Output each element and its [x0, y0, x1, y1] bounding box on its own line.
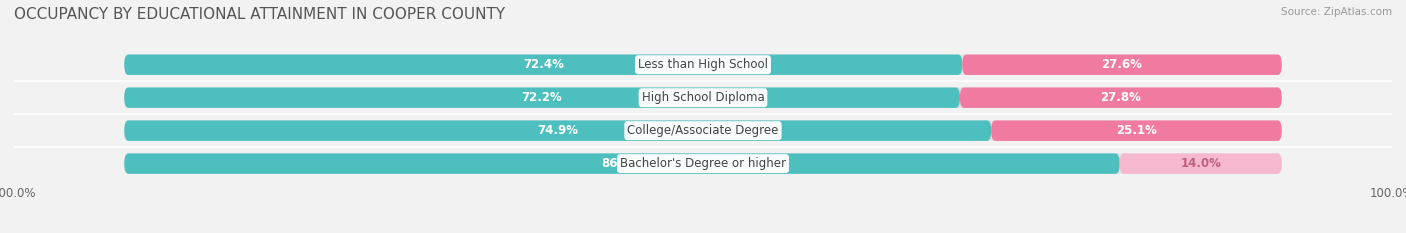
FancyBboxPatch shape [124, 55, 962, 75]
FancyBboxPatch shape [124, 120, 1282, 141]
FancyBboxPatch shape [124, 153, 1119, 174]
Text: 25.1%: 25.1% [1116, 124, 1157, 137]
Text: High School Diploma: High School Diploma [641, 91, 765, 104]
Text: 74.9%: 74.9% [537, 124, 578, 137]
Text: Less than High School: Less than High School [638, 58, 768, 71]
Text: Source: ZipAtlas.com: Source: ZipAtlas.com [1281, 7, 1392, 17]
FancyBboxPatch shape [960, 87, 1282, 108]
FancyBboxPatch shape [124, 55, 1282, 75]
Text: College/Associate Degree: College/Associate Degree [627, 124, 779, 137]
FancyBboxPatch shape [124, 87, 960, 108]
Text: OCCUPANCY BY EDUCATIONAL ATTAINMENT IN COOPER COUNTY: OCCUPANCY BY EDUCATIONAL ATTAINMENT IN C… [14, 7, 505, 22]
Text: 27.6%: 27.6% [1101, 58, 1143, 71]
Text: Bachelor's Degree or higher: Bachelor's Degree or higher [620, 157, 786, 170]
Text: 14.0%: 14.0% [1180, 157, 1222, 170]
FancyBboxPatch shape [991, 120, 1282, 141]
Text: 72.2%: 72.2% [522, 91, 562, 104]
Text: 72.4%: 72.4% [523, 58, 564, 71]
Text: 86.0%: 86.0% [602, 157, 643, 170]
Text: 27.8%: 27.8% [1101, 91, 1142, 104]
FancyBboxPatch shape [962, 55, 1282, 75]
FancyBboxPatch shape [124, 87, 1282, 108]
FancyBboxPatch shape [124, 153, 1282, 174]
FancyBboxPatch shape [1119, 153, 1282, 174]
FancyBboxPatch shape [124, 120, 991, 141]
